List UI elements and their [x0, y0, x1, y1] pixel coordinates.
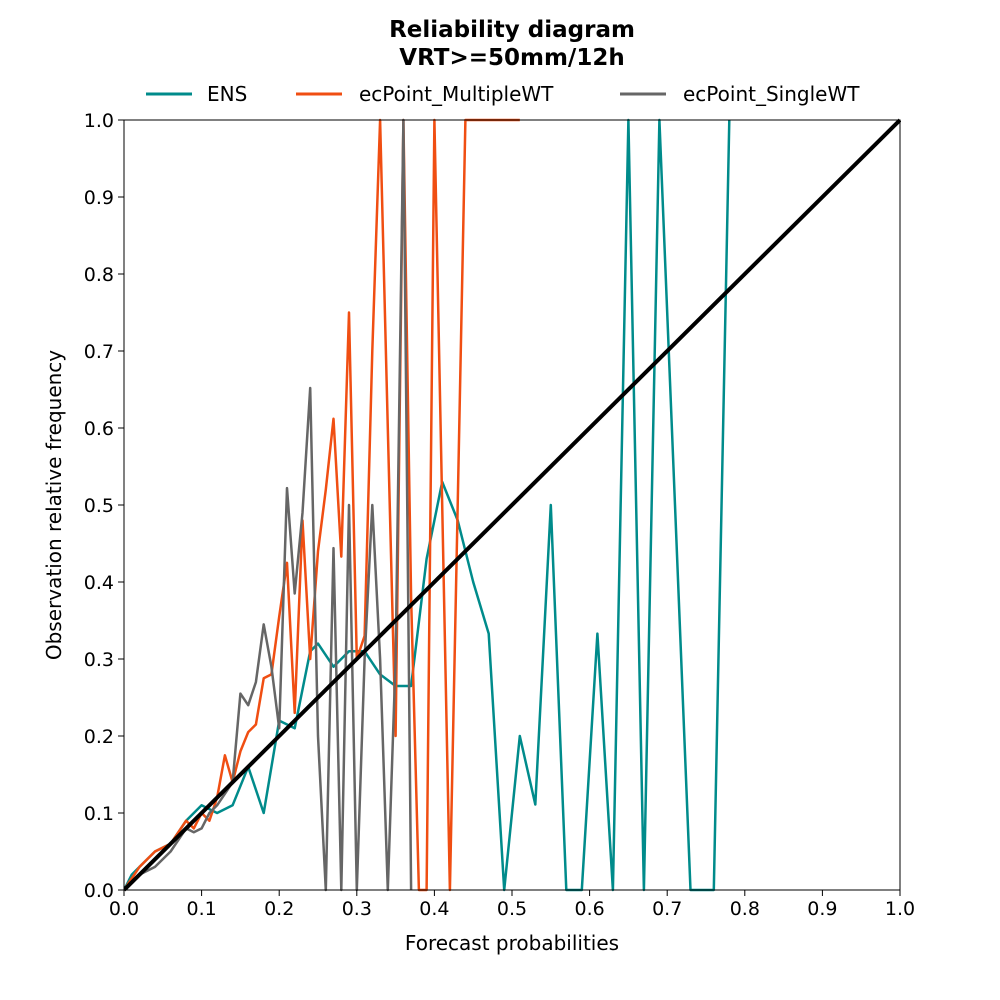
y-tick-label: 0.9	[84, 187, 114, 209]
y-axis-label: Observation relative frequency	[42, 350, 66, 660]
x-axis-label: Forecast probabilities	[405, 931, 619, 955]
y-tick-label: 1.0	[84, 110, 114, 132]
x-tick-label: 0.3	[342, 898, 372, 920]
x-tick-label: 0.0	[109, 898, 139, 920]
legend-label-singlewt: ecPoint_SingleWT	[683, 82, 860, 106]
series-layer	[124, 118, 901, 892]
series-line-ecpoint-singlewt	[124, 118, 413, 892]
x-tick-label: 0.8	[730, 898, 760, 920]
y-tick-label: 0.1	[84, 803, 114, 825]
x-tick-label: 0.7	[652, 898, 682, 920]
y-tick-label: 0.7	[84, 341, 114, 363]
y-axis: 0.0 0.1 0.2 0.3 0.4 0.5 0.6 0.7 0.8 0.9 1.0	[84, 110, 124, 902]
y-tick-label: 0.8	[84, 264, 114, 286]
x-tick-label: 0.5	[497, 898, 527, 920]
x-tick-label: 0.9	[807, 898, 837, 920]
y-tick-label: 0.0	[84, 880, 114, 902]
series-line-ecpoint-multiplewt	[124, 118, 520, 892]
x-tick-label: 0.2	[264, 898, 294, 920]
y-tick-label: 0.3	[84, 649, 114, 671]
y-tick-label: 0.2	[84, 726, 114, 748]
legend: ENS ecPoint_MultipleWT ecPoint_SingleWT	[146, 82, 860, 106]
chart-subtitle: VRT>=50mm/12h	[399, 45, 624, 71]
y-tick-label: 0.5	[84, 495, 114, 517]
x-axis: 0.0 0.1 0.2 0.3 0.4 0.5 0.6 0.7 0.8 0.9 1.0	[109, 890, 915, 920]
x-tick-label: 0.4	[419, 898, 449, 920]
perfect-reliability-line	[124, 118, 901, 892]
y-tick-label: 0.4	[84, 572, 114, 594]
legend-label-ens: ENS	[207, 82, 247, 106]
y-tick-label: 0.6	[84, 418, 114, 440]
legend-label-multiplewt: ecPoint_MultipleWT	[359, 82, 554, 106]
chart-title: Reliability diagram	[389, 17, 635, 43]
x-tick-label: 1.0	[885, 898, 915, 920]
x-tick-label: 0.1	[186, 898, 216, 920]
x-tick-label: 0.6	[574, 898, 604, 920]
